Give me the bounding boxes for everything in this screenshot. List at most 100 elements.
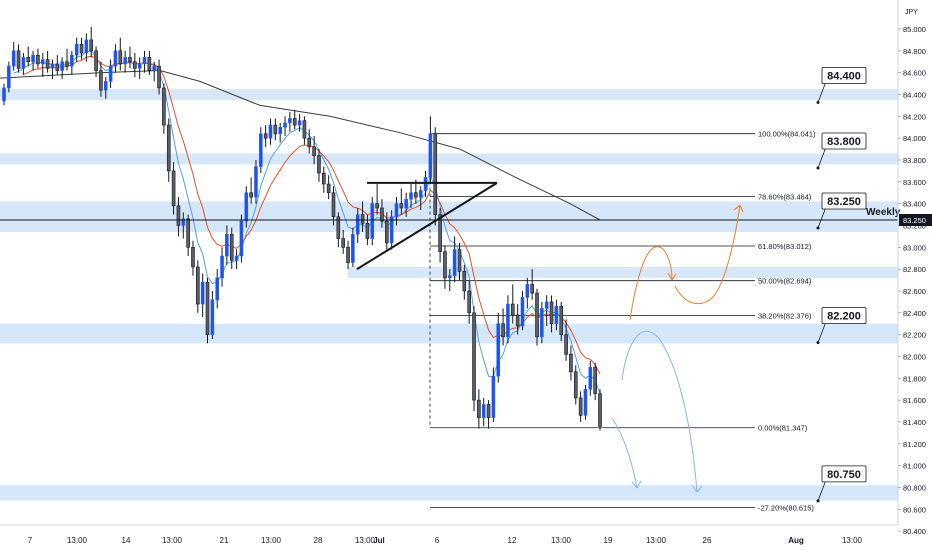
y-tick-label: 84.600 [903, 69, 926, 78]
x-tick-label: 26 [703, 536, 712, 545]
candle-body [491, 375, 496, 418]
projection-blue-down [621, 330, 698, 493]
candle-body [36, 54, 40, 65]
x-tick-label: 13:00 [261, 536, 282, 545]
candle-body [11, 50, 16, 67]
candle-body [113, 50, 118, 67]
x-tick-label: 13:00 [646, 536, 667, 545]
callout-box [821, 192, 867, 210]
candle-body [79, 43, 84, 54]
x-tick-label: 19 [604, 536, 613, 545]
candle-body [118, 50, 123, 65]
price-labels: 84.400 83.800 83.250 82.200 80.750 [816, 67, 867, 503]
x-tick-label: 28 [314, 536, 323, 545]
candle-body [50, 63, 55, 69]
candle-body [520, 297, 525, 327]
zone [0, 485, 898, 501]
y-tick-label: 81.800 [903, 374, 926, 383]
fib-level-label: 61.80%(83.012) [758, 242, 812, 251]
y-tick-label: 84.400 [903, 90, 926, 99]
callout-dot [816, 100, 820, 104]
candle-body [317, 155, 321, 174]
candle-body [89, 39, 94, 52]
fib-level-label: 0.00%(81.347) [758, 424, 808, 433]
y-tick-label: 80.600 [903, 505, 926, 514]
candle-body [535, 292, 539, 338]
current-price-label: 83.250 [903, 216, 926, 225]
candle-body [496, 323, 501, 377]
candle-body [210, 299, 215, 335]
candle-body [360, 214, 365, 224]
candle-body [481, 404, 486, 418]
arrow-head-orange [667, 272, 677, 281]
candle-body [70, 54, 74, 67]
callout-dot [816, 226, 820, 230]
x-tick-label: 13:00 [551, 536, 572, 545]
y-tick-label: 80.400 [903, 527, 926, 536]
callout-box [821, 465, 867, 483]
candle-body [375, 203, 379, 209]
candle-body [351, 233, 355, 263]
candle-body [229, 233, 234, 261]
zone [0, 89, 898, 100]
candle-body [404, 198, 408, 209]
callout-box [821, 67, 867, 84]
candle-body [16, 50, 21, 69]
candle-body [234, 255, 239, 261]
zone [0, 323, 898, 344]
candle-body [205, 281, 210, 335]
candle-body [346, 247, 350, 263]
callout-text: 83.800 [827, 136, 861, 148]
y-tick-label: 82.000 [903, 352, 926, 361]
candle-body [166, 124, 171, 172]
candle-body [181, 218, 186, 226]
candle-body [501, 323, 505, 338]
candle-body [578, 397, 583, 416]
callout-dot [816, 499, 820, 503]
candle-body [414, 192, 418, 198]
candle-body [564, 334, 568, 355]
callout-pointer [817, 81, 827, 103]
candle-body [331, 192, 336, 218]
callout-pointer [817, 479, 827, 502]
y-tick-label: 81.400 [903, 418, 926, 427]
candle-body [65, 61, 69, 67]
candle-body [549, 301, 554, 325]
candle-body [239, 220, 244, 257]
candle-body [45, 59, 50, 69]
y-tick-label: 84.800 [903, 47, 926, 56]
candle-body [249, 192, 253, 198]
candle-body [268, 124, 273, 139]
candle-body [588, 367, 593, 390]
candle-body [312, 146, 316, 156]
candle-body [409, 192, 413, 200]
drawings: Weekly [0, 181, 901, 493]
current-price-tag [899, 214, 932, 227]
currency-label: JPY [905, 9, 918, 16]
candle-body [263, 133, 268, 139]
arrow-head-blue2 [631, 480, 642, 489]
candle-body [418, 190, 423, 198]
candle-body [486, 404, 491, 418]
candle-body [225, 233, 229, 257]
candle-body [433, 133, 438, 215]
arrow-head-blue [691, 484, 703, 493]
x-tick-label: Aug [788, 536, 804, 545]
x-tick-label: Jul [373, 536, 385, 545]
x-tick-label: 13:00 [842, 536, 863, 545]
y-tick-label: 83.600 [903, 178, 926, 187]
candle-body [128, 57, 132, 63]
candle-body [186, 218, 190, 248]
candle-body [196, 266, 200, 305]
x-tick-label: 13:00 [67, 536, 88, 545]
fib-level-label: 100.00%(84.041) [758, 130, 816, 139]
callout-text: 80.750 [827, 469, 861, 481]
weekly-label: Weekly [866, 207, 901, 218]
x-tick-label: 6 [435, 536, 440, 545]
candle-body [103, 81, 108, 91]
callout-pointer [817, 321, 827, 343]
callout-dot [816, 166, 820, 170]
candle-body [365, 222, 370, 239]
zone [348, 266, 898, 278]
candle-body [370, 203, 375, 239]
